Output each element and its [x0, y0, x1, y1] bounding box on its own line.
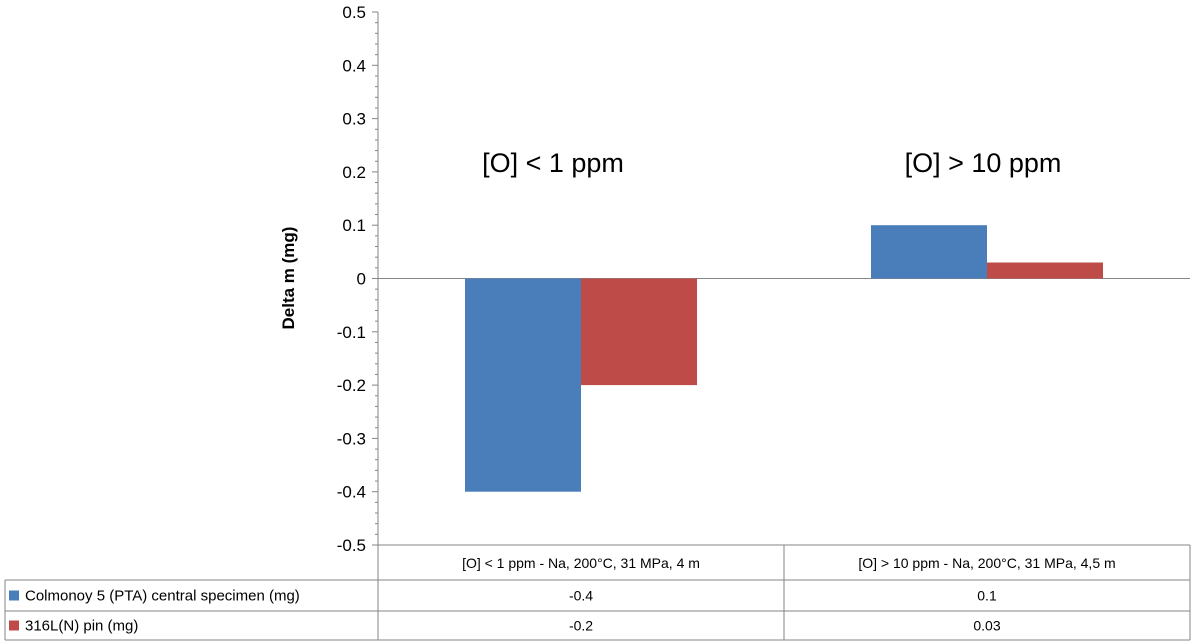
y-tick-label: 0.5 — [342, 3, 366, 22]
legend-swatch — [9, 620, 19, 631]
legend-entry: Colmonoy 5 (PTA) central specimen (mg) — [25, 588, 300, 605]
bar-colmonoy-cat1 — [465, 278, 581, 492]
y-tick-label: -0.2 — [337, 376, 366, 395]
y-tick-label: 0.1 — [342, 216, 366, 235]
bar-316ln-cat1 — [581, 278, 697, 386]
y-tick-label: -0.1 — [337, 323, 366, 342]
y-axis: 0.5 0.4 0.3 0.2 0.1 0 -0.1 -0.2 -0.3 -0.4 -0.5 — [337, 3, 1190, 555]
legend-swatch — [9, 590, 19, 601]
annotation-low-oxygen: [O] < 1 ppm — [482, 148, 624, 178]
x-category-label: [O] < 1 ppm - Na, 200°C, 31 MPa, 4 m — [462, 555, 700, 571]
data-label: -0.4 — [569, 588, 593, 604]
y-tick-label: -0.5 — [337, 536, 366, 555]
y-tick-label: 0.3 — [342, 110, 366, 129]
annotation-high-oxygen: [O] > 10 ppm — [905, 148, 1062, 178]
x-category-label: [O] > 10 ppm - Na, 200°C, 31 MPa, 4,5 m — [858, 555, 1115, 571]
bar-316ln-cat2 — [987, 262, 1103, 279]
legend-entry: 316L(N) pin (mg) — [25, 618, 138, 635]
bar-colmonoy-cat2 — [871, 225, 987, 279]
y-tick-label: -0.4 — [337, 483, 366, 502]
data-label: 0.1 — [977, 588, 997, 604]
y-tick-label: -0.3 — [337, 429, 366, 448]
data-table: [O] < 1 ppm - Na, 200°C, 31 MPa, 4 m [O] … — [4, 544, 1191, 641]
data-label: -0.2 — [569, 618, 593, 634]
bars — [465, 225, 1103, 492]
y-axis-label: Delta m (mg) — [279, 227, 298, 330]
y-tick-label: 0.2 — [342, 163, 366, 182]
data-label: 0.03 — [973, 618, 1000, 634]
y-tick-label: 0.4 — [342, 56, 366, 75]
y-tick-label: 0 — [357, 270, 366, 289]
